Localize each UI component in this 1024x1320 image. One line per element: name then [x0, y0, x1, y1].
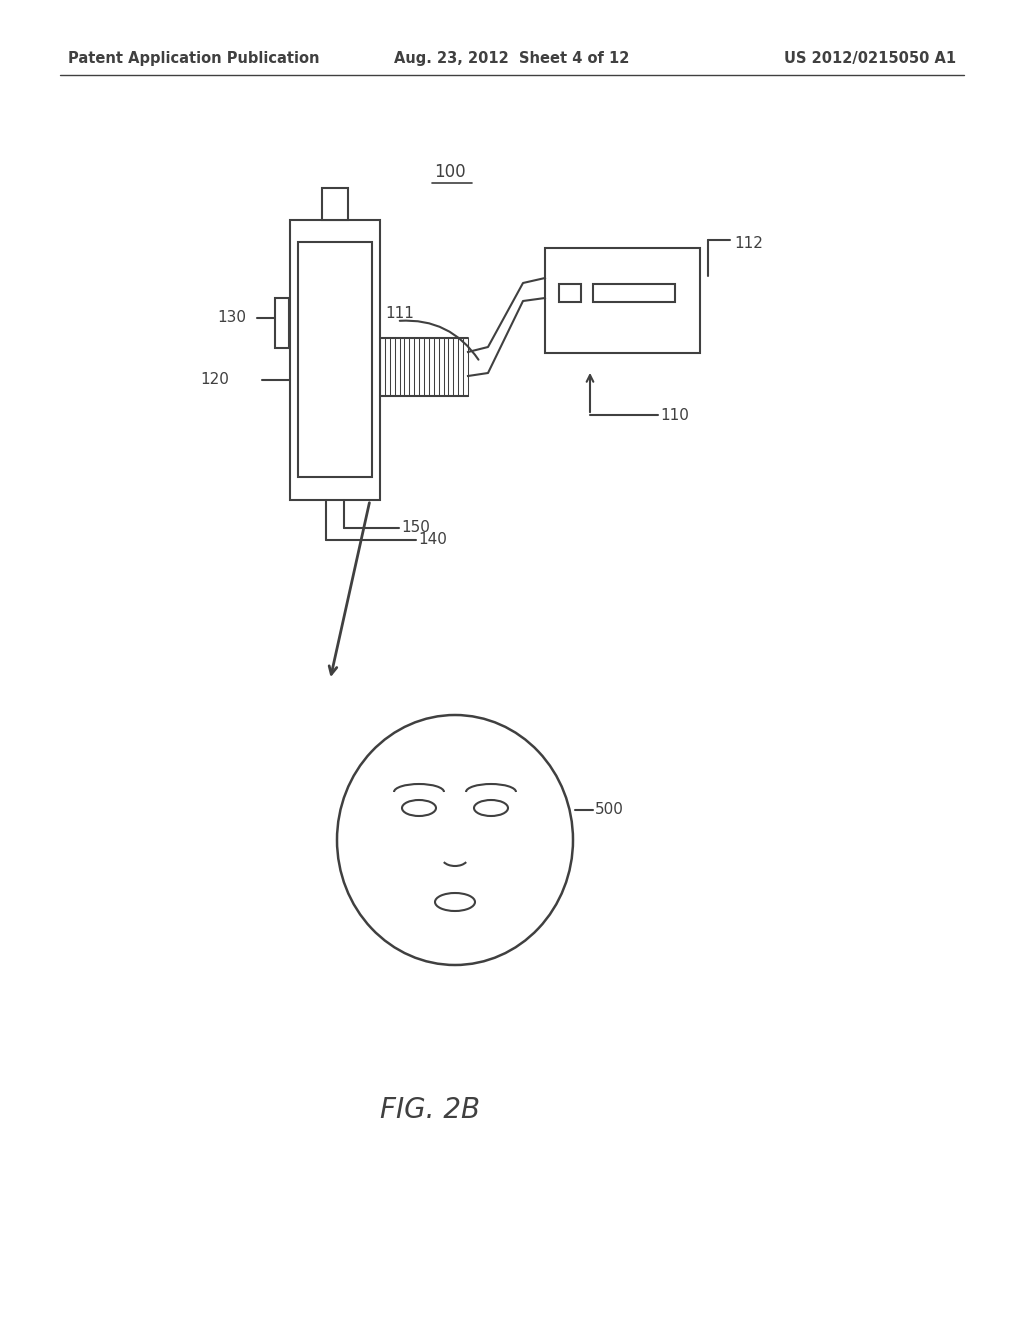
- Text: 120: 120: [200, 372, 229, 388]
- Text: 112: 112: [734, 236, 763, 252]
- Text: US 2012/0215050 A1: US 2012/0215050 A1: [784, 50, 956, 66]
- Ellipse shape: [402, 800, 436, 816]
- Text: FIG. 2B: FIG. 2B: [380, 1096, 480, 1125]
- Ellipse shape: [474, 800, 508, 816]
- Bar: [275, 298, 289, 348]
- Text: 140: 140: [418, 532, 446, 548]
- Text: 130: 130: [217, 310, 246, 326]
- Text: 100: 100: [434, 162, 466, 181]
- Bar: [559, 284, 581, 302]
- Bar: [545, 248, 700, 352]
- Text: 150: 150: [401, 520, 430, 536]
- Bar: [290, 220, 380, 500]
- Text: Patent Application Publication: Patent Application Publication: [68, 50, 319, 66]
- Ellipse shape: [435, 894, 475, 911]
- Bar: [298, 242, 372, 477]
- Text: 111: 111: [385, 305, 414, 321]
- Text: Aug. 23, 2012  Sheet 4 of 12: Aug. 23, 2012 Sheet 4 of 12: [394, 50, 630, 66]
- Text: 110: 110: [660, 408, 689, 422]
- Bar: [593, 284, 675, 302]
- Text: 500: 500: [595, 803, 624, 817]
- Ellipse shape: [337, 715, 573, 965]
- Bar: [322, 187, 348, 220]
